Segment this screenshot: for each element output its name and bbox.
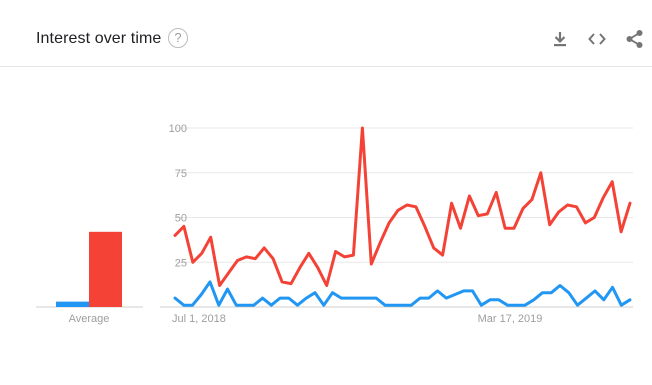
y-tick-label: 50 — [175, 213, 187, 225]
average-bar-red — [89, 231, 122, 307]
embed-icon[interactable] — [586, 28, 608, 50]
download-icon[interactable] — [549, 28, 571, 50]
card-header: Interest over time ? — [0, 0, 652, 67]
card-title: Interest over time — [36, 30, 162, 47]
blue-series-line — [173, 280, 632, 307]
average-bar-blue — [56, 301, 89, 307]
share-icon[interactable] — [624, 28, 646, 50]
y-tick-label: 75 — [175, 168, 187, 180]
help-icon[interactable]: ? — [168, 28, 188, 48]
x-tick-label: Mar 17, 2019 — [478, 313, 543, 325]
y-tick-label: 100 — [169, 123, 187, 135]
y-tick-label: 25 — [175, 257, 187, 269]
x-tick-label: Jul 1, 2018 — [172, 313, 226, 325]
red-series-line — [173, 126, 632, 287]
average-label: Average — [69, 313, 110, 325]
